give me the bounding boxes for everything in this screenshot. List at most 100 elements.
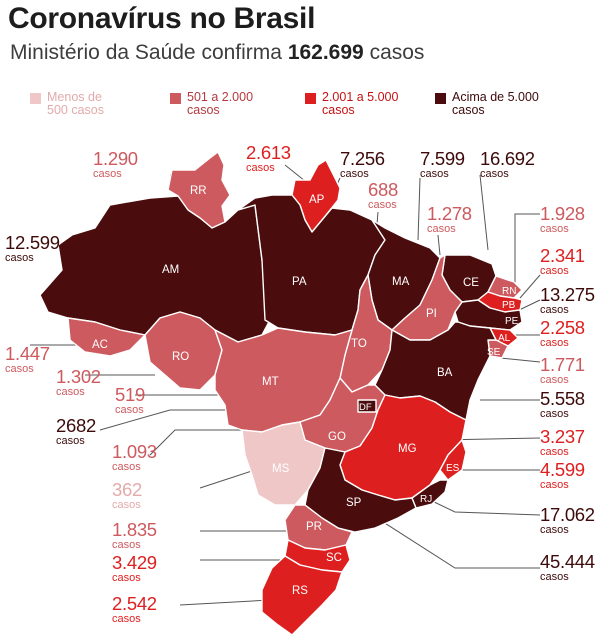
unit-sc: casos: [112, 572, 141, 584]
abbr-ce: CE: [463, 277, 479, 289]
unit-pi: casos: [427, 223, 456, 235]
cases-pi: 1.278: [427, 203, 472, 224]
abbr-rr: RR: [190, 185, 207, 197]
legend-label-tier4: Acima de 5.000 casos: [452, 90, 539, 117]
abbr-pi: PI: [426, 308, 437, 320]
cases-ba: 5.558: [540, 388, 585, 409]
subtitle-prefix: Ministério da Saúde confirma: [10, 41, 288, 64]
legend-swatch-tier2: [170, 93, 181, 104]
unit-rs: casos: [112, 613, 141, 625]
leader-pi: [437, 234, 441, 256]
cases-mt: 519: [115, 384, 145, 405]
page-title: Coronavírus no Brasil: [8, 2, 316, 35]
abbr-ac: AC: [92, 339, 108, 351]
abbr-pa: PA: [292, 276, 307, 288]
leader-ce: [479, 174, 489, 251]
subtitle-suffix: casos: [363, 41, 425, 64]
cases-mg: 3.237: [540, 426, 585, 447]
abbr-sp: SP: [346, 497, 362, 509]
unit-rn: casos: [540, 223, 569, 235]
unit-am: casos: [5, 252, 34, 264]
unit-rr: casos: [93, 168, 122, 180]
cases-ms: 362: [112, 479, 142, 500]
leader-lines: [30, 164, 541, 606]
abbr-pe: PE: [505, 316, 519, 327]
cases-ce: 16.692: [480, 148, 535, 169]
cases-ap: 2.613: [246, 142, 291, 163]
legend-label-tier1: Menos de 500 casos: [47, 90, 104, 117]
unit-es: casos: [540, 479, 569, 491]
cases-pe: 13.275: [540, 284, 595, 305]
unit-rj: casos: [540, 524, 569, 536]
abbr-pb: PB: [502, 300, 516, 311]
cases-pr: 1.835: [112, 519, 157, 540]
legend-swatch-tier4: [435, 93, 446, 104]
cases-sp: 45.444: [540, 551, 595, 572]
leader-rn: [514, 213, 540, 285]
unit-ro: casos: [56, 386, 85, 398]
legend-label-tier2: 501 a 2.000 casos: [187, 90, 254, 117]
cases-rn: 1.928: [540, 203, 585, 224]
unit-ce: casos: [480, 168, 509, 180]
leader-ms: [199, 469, 256, 489]
cases-al: 2.258: [540, 317, 585, 338]
unit-df: casos: [56, 435, 85, 447]
cases-am: 12.599: [5, 232, 60, 253]
cases-se: 1.771: [540, 354, 585, 375]
leader-se: [499, 357, 541, 363]
cases-rr: 1.290: [93, 148, 138, 169]
cases-es: 4.599: [540, 459, 585, 480]
abbr-ms: MS: [272, 463, 290, 475]
abbr-ap: AP: [309, 194, 325, 206]
unit-pb: casos: [540, 265, 569, 277]
abbr-se: SE: [487, 347, 501, 358]
abbr-es: ES: [446, 463, 460, 474]
cases-go: 1.093: [112, 441, 157, 462]
state-df: [357, 399, 377, 413]
cases-pa: 7.256: [340, 148, 385, 169]
legend-item-tier4: Acima de 5.000 casos: [435, 91, 539, 117]
leader-rs: [179, 599, 271, 606]
cases-rj: 17.062: [540, 504, 595, 525]
unit-ac: casos: [5, 363, 34, 375]
cases-pb: 2.341: [540, 245, 585, 266]
unit-pr: casos: [112, 539, 141, 551]
leader-sp: [379, 519, 540, 569]
cases-df: 2682: [56, 415, 96, 436]
cases-rs: 2.542: [112, 593, 157, 614]
leader-ma: [417, 177, 421, 241]
state-rs: [261, 555, 343, 636]
state-abbreviations: RR AP AM PA MA CE RN PB PE AL SE PI TO B…: [92, 185, 519, 597]
unit-to: casos: [368, 199, 397, 211]
abbr-am: AM: [162, 264, 179, 276]
abbr-mt: MT: [262, 376, 279, 388]
unit-ap: casos: [246, 162, 275, 174]
cases-ro: 1.302: [56, 366, 101, 387]
cases-ma: 7.599: [420, 148, 465, 169]
page-subtitle: Ministério da Saúde confirma 162.699 cas…: [10, 41, 424, 65]
abbr-rj: RJ: [420, 494, 432, 505]
unit-go: casos: [112, 461, 141, 473]
abbr-pr: PR: [306, 521, 322, 533]
abbr-mg: MG: [398, 443, 417, 455]
abbr-rn: RN: [502, 286, 516, 297]
abbr-to: TO: [351, 338, 367, 350]
abbr-ma: MA: [392, 276, 410, 288]
total-cases: 162.699: [287, 41, 364, 64]
leader-rj: [429, 499, 541, 516]
cases-ac: 1.447: [5, 343, 50, 364]
cases-to: 688: [368, 179, 398, 200]
states: [39, 151, 523, 636]
unit-ms: casos: [112, 499, 141, 511]
unit-mg: casos: [540, 446, 569, 458]
legend-item-tier2: 501 a 2.000 casos: [170, 91, 253, 117]
abbr-ro: RO: [172, 351, 189, 363]
state-es: [439, 439, 467, 481]
abbr-al: AL: [498, 333, 511, 344]
unit-se: casos: [540, 374, 569, 386]
abbr-ba: BA: [437, 367, 453, 379]
abbr-rs: RS: [292, 585, 308, 597]
state-ac: [67, 317, 146, 357]
abbr-df: DF: [359, 402, 372, 413]
